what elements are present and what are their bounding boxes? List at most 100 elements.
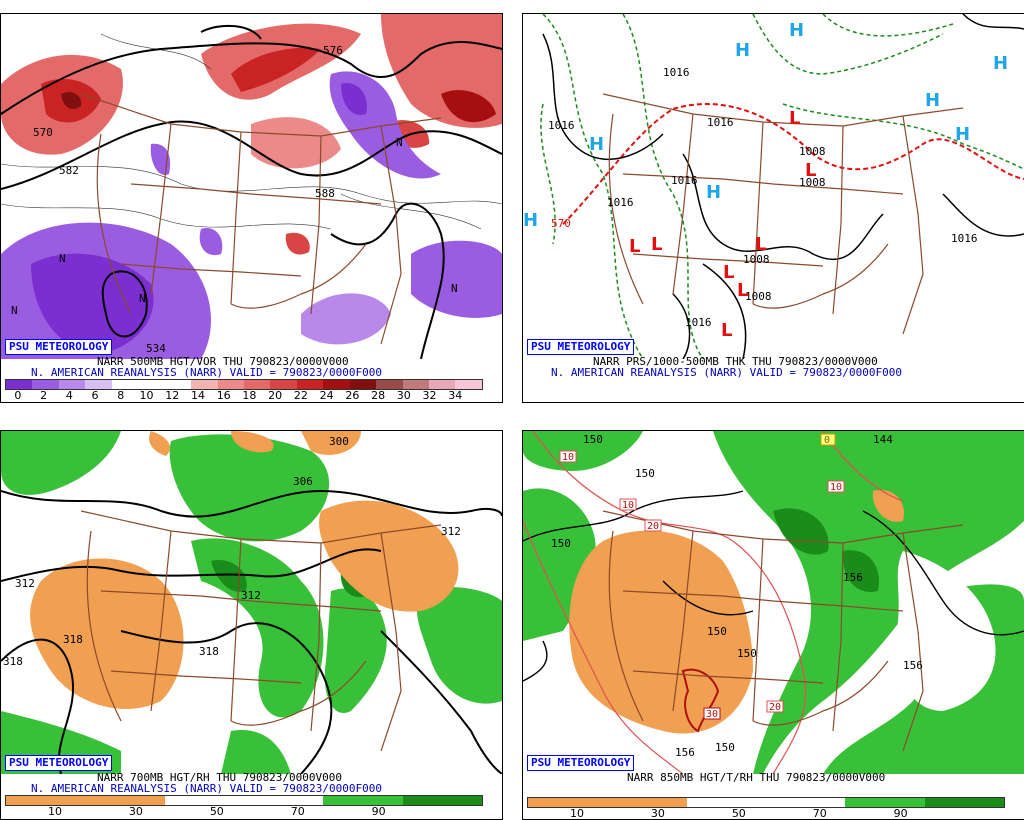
temperature-label: 0 bbox=[824, 435, 830, 446]
colorbar-swatch bbox=[270, 380, 297, 389]
vorticity-colorbar bbox=[5, 379, 483, 390]
contour-label: 150 bbox=[737, 647, 757, 660]
map-caption-valid: N. AMERICAN REANALYSIS (NARR) VALID = 79… bbox=[31, 366, 382, 379]
isobar-label: 1016 bbox=[671, 174, 698, 187]
contour-label: 312 bbox=[441, 525, 461, 538]
colorbar-tick-label: 24 bbox=[319, 389, 334, 402]
vort-min-marker: N bbox=[139, 292, 146, 305]
map-caption-valid: N. AMERICAN REANALYSIS (NARR) VALID = 79… bbox=[31, 782, 382, 795]
colorbar-tick-label: 10 bbox=[569, 807, 584, 820]
high-pressure-marker: H bbox=[925, 90, 940, 111]
high-pressure-marker: H bbox=[523, 210, 538, 231]
high-pressure-marker: H bbox=[993, 53, 1008, 74]
contour-label: 144 bbox=[873, 433, 893, 446]
colorbar-tick-label: 10 bbox=[139, 389, 154, 402]
map-caption-title: NARR PRS/1000-500MB THK THU 790823/0000V… bbox=[593, 355, 878, 368]
pressure-map: 1016 1016 1016 1008 1008 1008 1016 1016 … bbox=[523, 14, 1024, 359]
isobar-label: 1016 bbox=[685, 316, 712, 329]
colorbar-swatch bbox=[323, 796, 403, 805]
colorbar-swatch bbox=[6, 380, 33, 389]
low-pressure-marker: L bbox=[651, 234, 662, 255]
contour-label: 312 bbox=[241, 589, 261, 602]
colorbar-tick-label: 22 bbox=[293, 389, 308, 402]
colorbar-swatch bbox=[765, 798, 846, 807]
low-pressure-marker: L bbox=[721, 320, 732, 341]
isobar-label: 1016 bbox=[663, 66, 690, 79]
low-pressure-marker: L bbox=[805, 160, 816, 181]
temperature-label: 10 bbox=[622, 500, 634, 511]
colorbar-swatch bbox=[85, 796, 165, 805]
thickness-label: 570 bbox=[551, 217, 571, 230]
panel-surface-pressure-thickness: 1016 1016 1016 1008 1008 1008 1016 1016 … bbox=[522, 13, 1024, 403]
contour-label: 318 bbox=[63, 633, 83, 646]
low-pressure-marker: L bbox=[755, 234, 766, 255]
panel-500mb-vorticity: 570 582 576 534 588 N N N N N PSU METEOR… bbox=[0, 13, 503, 403]
rh850-map: 150 150 150 150 150 150 156 156 156 144 … bbox=[523, 431, 1024, 774]
colorbar-swatch bbox=[349, 380, 377, 389]
colorbar-ticks: 0 2 4 6 8 10 12 14 16 18 20 22 24 26 28 30 32 34 bbox=[5, 389, 481, 402]
colorbar-swatch bbox=[111, 380, 139, 389]
colorbar-swatch bbox=[323, 380, 350, 389]
colorbar-tick-label: 2 bbox=[40, 389, 48, 402]
colorbar-swatch bbox=[607, 798, 687, 807]
temperature-label: 20 bbox=[769, 702, 781, 713]
low-pressure-marker: L bbox=[789, 108, 800, 129]
isobar-label: 1016 bbox=[607, 196, 634, 209]
vorticity-map: 570 582 576 534 588 N N N N N bbox=[1, 14, 502, 359]
high-pressure-marker: H bbox=[706, 182, 721, 203]
colorbar-tick-label: 28 bbox=[371, 389, 386, 402]
colorbar-tick-label: 10 bbox=[47, 805, 62, 818]
rh700-map: 300 306 312 312 318 318 318 312 bbox=[1, 431, 502, 774]
vort-min-marker: N bbox=[59, 252, 66, 265]
temperature-label: 10 bbox=[830, 482, 842, 493]
vort-min-marker: N bbox=[11, 304, 18, 317]
colorbar-swatch bbox=[455, 380, 482, 389]
contour-label: 150 bbox=[635, 467, 655, 480]
colorbar-swatch bbox=[924, 798, 1004, 807]
high-pressure-marker: H bbox=[589, 134, 604, 155]
vort-min-marker: N bbox=[396, 136, 403, 149]
colorbar-tick-label: 70 bbox=[290, 805, 305, 818]
contour-label: 576 bbox=[323, 44, 343, 57]
colorbar-tick-label: 12 bbox=[165, 389, 180, 402]
contour-label: 150 bbox=[551, 537, 571, 550]
colorbar-tick-label: 16 bbox=[216, 389, 231, 402]
colorbar-swatch bbox=[85, 380, 112, 389]
colorbar-tick-label: 90 bbox=[371, 805, 386, 818]
contour-label: 150 bbox=[707, 625, 727, 638]
low-pressure-marker: L bbox=[737, 280, 748, 301]
contour-label: 150 bbox=[715, 741, 735, 754]
colorbar-tick-label: 34 bbox=[448, 389, 463, 402]
colorbar-swatch bbox=[138, 380, 165, 389]
isobar-label: 1016 bbox=[548, 119, 575, 132]
colorbar-swatch bbox=[6, 796, 86, 805]
contour-label: 156 bbox=[903, 659, 923, 672]
rh-colorbar bbox=[527, 797, 1005, 808]
colorbar-swatch bbox=[164, 380, 192, 389]
colorbar-swatch bbox=[402, 380, 429, 389]
map-caption-title: NARR 500MB HGT/VOR THU 790823/0000V000 bbox=[97, 355, 349, 368]
colorbar-tick-label: 4 bbox=[65, 389, 73, 402]
psu-meteorology-badge: PSU METEOROLOGY bbox=[5, 339, 113, 355]
colorbar-swatch bbox=[845, 798, 925, 807]
map-caption-valid: N. AMERICAN REANALYSIS (NARR) VALID = 79… bbox=[551, 366, 902, 379]
colorbar-swatch bbox=[243, 380, 271, 389]
contour-label: 150 bbox=[583, 433, 603, 446]
contour-label: 300 bbox=[329, 435, 349, 448]
low-pressure-marker: L bbox=[723, 262, 734, 283]
high-pressure-marker: H bbox=[735, 40, 750, 61]
colorbar-ticks: 10 30 50 70 90 bbox=[527, 807, 1003, 819]
psu-meteorology-badge: PSU METEOROLOGY bbox=[5, 755, 113, 771]
contour-label: 306 bbox=[293, 475, 313, 488]
colorbar-swatch bbox=[376, 380, 403, 389]
colorbar-swatch bbox=[32, 380, 59, 389]
contour-label: 318 bbox=[3, 655, 23, 668]
colorbar-tick-label: 18 bbox=[242, 389, 257, 402]
temperature-label: 20 bbox=[647, 521, 659, 532]
colorbar-tick-label: 50 bbox=[731, 807, 746, 820]
colorbar-tick-label: 30 bbox=[396, 389, 411, 402]
colorbar-swatch bbox=[58, 380, 86, 389]
panel-850mb-temp-rh: 150 150 150 150 150 150 156 156 156 144 … bbox=[522, 430, 1024, 820]
colorbar-swatch bbox=[217, 380, 244, 389]
colorbar-tick-label: 30 bbox=[650, 807, 665, 820]
